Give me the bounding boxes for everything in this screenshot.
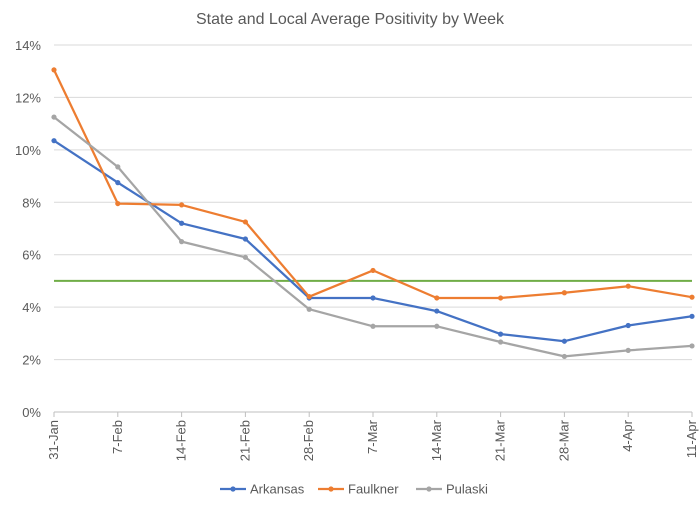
y-tick-label: 0%: [22, 405, 41, 420]
data-point: [370, 323, 376, 329]
data-point: [498, 331, 504, 337]
x-axis-ticks: 31-Jan 7-Feb 14-Feb 21-Feb 28-Feb 7-Mar 14-Mar…: [46, 412, 699, 461]
series-pulaski: [51, 114, 695, 360]
data-point: [179, 239, 185, 245]
legend-marker: [328, 486, 334, 492]
data-point: [370, 267, 376, 274]
data-point: [242, 236, 248, 242]
x-tick-label: 28-Feb: [301, 420, 316, 461]
data-point: [51, 67, 57, 73]
series-layer: [51, 67, 695, 360]
data-point: [115, 180, 121, 186]
x-tick-label: 21-Mar: [493, 419, 508, 461]
data-point: [498, 295, 504, 301]
data-point: [306, 294, 312, 300]
legend-marker: [426, 486, 432, 492]
legend: Arkansas Faulkner Pulaski: [220, 482, 488, 497]
x-tick-label: 28-Mar: [556, 419, 571, 461]
data-point: [689, 294, 695, 300]
data-point: [179, 220, 185, 226]
y-axis-ticks: 0% 2% 4% 6% 8% 10% 12% 14%: [15, 38, 41, 420]
gridlines: [54, 44, 692, 413]
data-point: [115, 200, 121, 207]
series-arkansas: [51, 138, 695, 344]
legend-label: Pulaski: [446, 482, 488, 497]
x-tick-label: 7-Feb: [110, 420, 125, 454]
data-point: [689, 313, 695, 319]
data-point: [115, 164, 121, 170]
legend-marker: [230, 486, 236, 492]
x-tick-label: 4-Apr: [620, 419, 635, 451]
data-point: [561, 338, 568, 344]
x-tick-label: 14-Mar: [429, 419, 444, 461]
legend-item: Pulaski: [416, 482, 488, 497]
legend-item: Faulkner: [318, 482, 399, 497]
y-tick-label: 12%: [15, 90, 41, 105]
y-tick-label: 10%: [15, 143, 41, 158]
data-point: [51, 114, 57, 120]
x-tick-label: 7-Mar: [365, 419, 380, 454]
data-point: [434, 308, 440, 314]
series-line: [52, 139, 694, 343]
data-point: [242, 219, 248, 225]
series-line: [52, 68, 694, 300]
x-tick-label: 14-Feb: [174, 420, 189, 461]
data-point: [625, 322, 631, 329]
data-point: [561, 290, 568, 296]
chart-title: State and Local Average Positivity by We…: [196, 11, 505, 28]
legend-label: Faulkner: [348, 482, 399, 497]
data-point: [625, 347, 631, 353]
data-point: [306, 306, 312, 312]
data-point: [51, 138, 57, 144]
x-tick-label: 31-Jan: [46, 420, 61, 460]
legend-label: Arkansas: [250, 482, 305, 497]
y-tick-label: 8%: [22, 195, 41, 210]
y-tick-label: 6%: [22, 248, 41, 263]
data-point: [689, 343, 695, 349]
series-line: [52, 115, 694, 358]
series-faulkner: [51, 67, 695, 301]
data-point: [434, 323, 440, 329]
data-point: [561, 353, 568, 360]
data-point: [498, 339, 504, 345]
data-point: [625, 283, 631, 289]
data-point: [434, 295, 440, 301]
x-tick-label: 11-Apr: [684, 419, 699, 458]
y-tick-label: 14%: [15, 38, 41, 53]
data-point: [242, 254, 248, 260]
data-point: [370, 295, 376, 301]
data-point: [179, 202, 185, 208]
legend-item: Arkansas: [220, 482, 305, 497]
y-tick-label: 4%: [22, 300, 41, 315]
y-tick-label: 2%: [22, 353, 41, 368]
x-tick-label: 21-Feb: [237, 420, 252, 461]
